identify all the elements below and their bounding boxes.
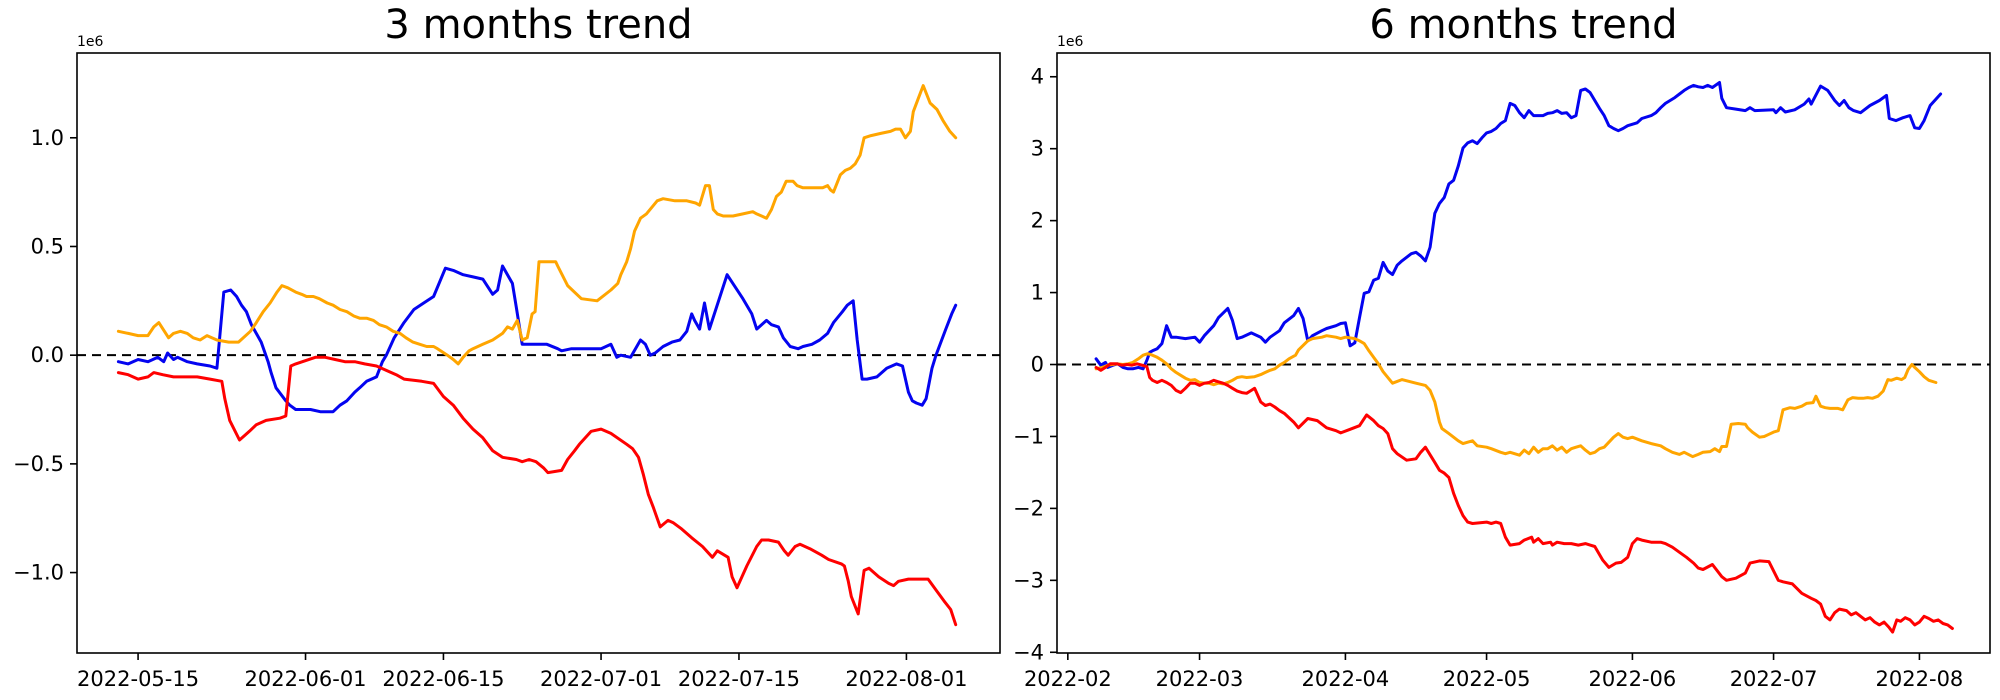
axes-frame <box>76 52 1001 654</box>
y-tick-label: 3 <box>1031 137 1044 161</box>
x-tick-label: 2022-07-01 <box>540 667 662 691</box>
y-tick-label: 1 <box>1031 281 1044 305</box>
y-tick-label: 0 <box>1031 353 1044 377</box>
y-tick-label: 0.0 <box>31 343 64 367</box>
axis-offset-label: 1e6 <box>77 34 104 50</box>
series-red-line <box>116 355 958 627</box>
y-tick-label: −1.0 <box>13 561 64 585</box>
x-tick-label: 2022-06 <box>1589 667 1677 691</box>
x-tick-label: 2022-02 <box>1024 667 1112 691</box>
x-tick-label: 2022-07 <box>1730 667 1818 691</box>
series-blue-line <box>116 264 958 414</box>
x-tick-label: 2022-08 <box>1876 667 1964 691</box>
x-tick-label: 2022-04 <box>1302 667 1390 691</box>
x-tick-label: 2022-05 <box>1443 667 1531 691</box>
plot-area <box>1057 53 1990 653</box>
chart-title: 3 months trend <box>384 2 692 48</box>
series-red-line <box>1094 362 1954 634</box>
plot-area <box>77 53 1000 653</box>
x-tick-label: 2022-08-01 <box>845 667 967 691</box>
x-tick-label: 2022-06-15 <box>382 667 504 691</box>
y-tick-label: 2 <box>1031 209 1044 233</box>
y-tick-label: −1 <box>1013 424 1044 448</box>
y-tick-label: 0.5 <box>31 234 64 258</box>
series-blue-line <box>1094 81 1943 371</box>
x-tick-label: 2022-03 <box>1156 667 1244 691</box>
y-tick-label: −2 <box>1013 496 1044 520</box>
x-tick-label: 2022-06-01 <box>245 667 367 691</box>
axes-frame <box>1056 52 1991 654</box>
x-tick-label: 2022-05-15 <box>77 667 199 691</box>
series-orange-line <box>116 84 958 366</box>
axis-offset-label: 1e6 <box>1057 34 1084 50</box>
y-tick-label: −3 <box>1013 568 1044 592</box>
y-tick-label: 1.0 <box>31 126 64 150</box>
y-tick-label: 4 <box>1031 65 1044 89</box>
x-tick-label: 2022-07-15 <box>678 667 800 691</box>
chart-title: 6 months trend <box>1369 2 1677 48</box>
y-tick-label: −0.5 <box>13 452 64 476</box>
y-tick-label: −4 <box>1013 640 1044 664</box>
